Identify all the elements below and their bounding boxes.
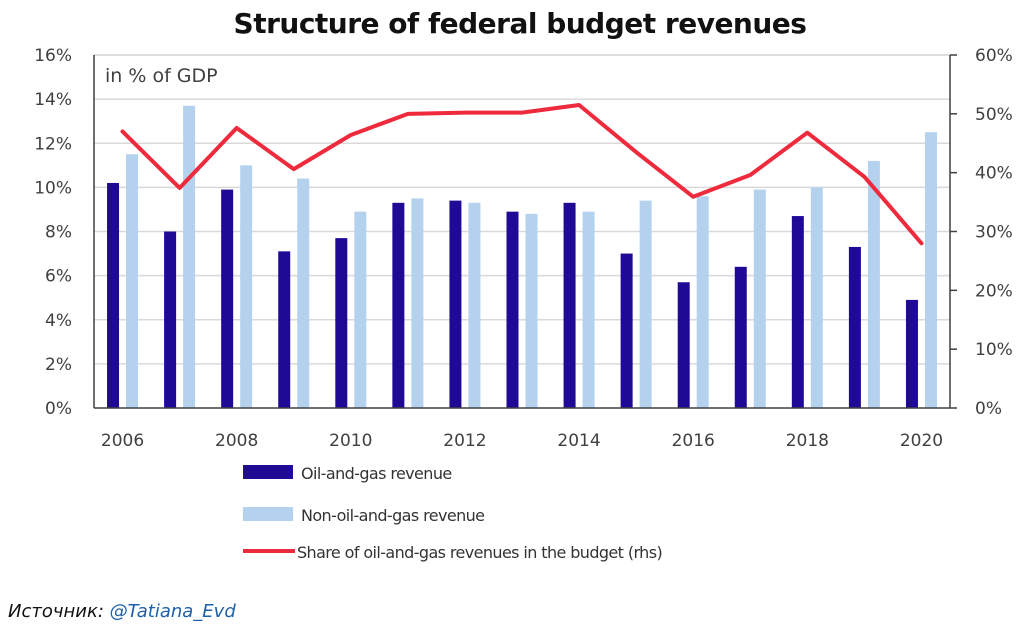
bar-oil-gas-2008 — [221, 189, 234, 408]
y-right-tick-label: 60% — [975, 46, 1013, 66]
x-tick-label: 2008 — [215, 431, 258, 451]
x-tick-label: 2016 — [672, 431, 715, 451]
bar-oil-gas-2009 — [278, 251, 291, 408]
legend-swatch-oil-gas — [243, 465, 293, 479]
y-left-tick-label: 10% — [34, 178, 72, 198]
y-right-tick-label: 30% — [975, 223, 1013, 243]
bar-non-oil-gas-2019 — [867, 160, 880, 408]
bar-non-oil-gas-2007 — [183, 105, 196, 409]
bar-oil-gas-2011 — [392, 202, 405, 408]
unit-label: in % of GDP — [105, 65, 218, 87]
bars — [107, 105, 937, 409]
legend-label-share: Share of oil-and-gas revenues in the bud… — [297, 543, 662, 562]
y-left-tick-label: 0% — [45, 399, 72, 419]
x-tick-label: 2006 — [101, 431, 144, 451]
y-left-tick-label: 2% — [45, 355, 72, 375]
chart: Structure of federal budget revenues 0% 2… — [34, 7, 1013, 562]
x-tick-label: 2014 — [557, 431, 600, 451]
legend-swatch-non-oil-gas — [243, 507, 293, 521]
unit-label-background — [95, 56, 255, 94]
bar-oil-gas-2018 — [791, 216, 804, 408]
y-left-tick-label: 16% — [34, 46, 72, 66]
bar-oil-gas-2020 — [905, 299, 918, 408]
bar-oil-gas-2013 — [506, 211, 519, 408]
y-left-tick-label: 14% — [34, 90, 72, 110]
bar-non-oil-gas-2011 — [411, 198, 424, 408]
x-tick-label: 2020 — [900, 431, 943, 451]
y-right-tick-label: 10% — [975, 340, 1013, 360]
bar-non-oil-gas-2013 — [525, 213, 538, 408]
axes: 0% 2% 4% 6% 8% 10% 12% 14% 16% 0% 10% 20% 30% 40% 50% 6… — [34, 46, 1013, 451]
legend-label-oil-gas: Oil-and-gas revenue — [301, 464, 452, 483]
bar-non-oil-gas-2016 — [696, 196, 709, 408]
legend: Oil-and-gas revenue Non-oil-and-gas reven… — [243, 464, 663, 562]
bar-non-oil-gas-2006 — [126, 154, 139, 408]
line-series — [120, 103, 924, 246]
x-tick-label: 2012 — [443, 431, 486, 451]
gridlines — [94, 54, 950, 365]
y-right-tick-label: 40% — [975, 164, 1013, 184]
source-note: Источник: @Tatiana_Evd — [8, 601, 236, 622]
bar-oil-gas-2019 — [848, 246, 861, 408]
bar-oil-gas-2016 — [677, 282, 690, 408]
x-tick-label: 2018 — [786, 431, 829, 451]
y-right-tick-label: 0% — [975, 399, 1002, 419]
y-right-tick-label: 20% — [975, 281, 1013, 301]
bar-oil-gas-2007 — [164, 231, 177, 408]
y-left-tick-label: 8% — [45, 223, 72, 243]
source-handle-link[interactable]: @Tatiana_Evd — [109, 601, 236, 622]
bar-oil-gas-2012 — [449, 200, 462, 408]
y-left-tick-label: 12% — [34, 134, 72, 154]
bar-non-oil-gas-2020 — [924, 132, 937, 408]
bar-non-oil-gas-2017 — [753, 189, 766, 408]
bar-oil-gas-2017 — [734, 266, 747, 408]
bar-non-oil-gas-2008 — [240, 165, 253, 408]
bar-non-oil-gas-2010 — [354, 211, 367, 408]
legend-label-non-oil-gas: Non-oil-and-gas revenue — [301, 506, 484, 525]
bar-oil-gas-2015 — [620, 253, 633, 408]
bar-oil-gas-2014 — [563, 202, 576, 408]
bar-non-oil-gas-2012 — [468, 202, 481, 408]
y-left-tick-label: 6% — [45, 267, 72, 287]
y-right-tick-label: 50% — [975, 105, 1013, 125]
source-label: Источник: — [8, 601, 104, 622]
x-tick-label: 2010 — [329, 431, 372, 451]
bar-non-oil-gas-2018 — [810, 187, 823, 408]
bar-non-oil-gas-2009 — [297, 178, 310, 408]
y-left-tick-label: 4% — [45, 311, 72, 331]
chart-title: Structure of federal budget revenues — [234, 7, 807, 40]
bar-oil-gas-2006 — [107, 182, 120, 408]
bar-non-oil-gas-2015 — [639, 200, 652, 408]
bar-non-oil-gas-2014 — [582, 211, 595, 408]
bar-oil-gas-2010 — [335, 238, 348, 408]
